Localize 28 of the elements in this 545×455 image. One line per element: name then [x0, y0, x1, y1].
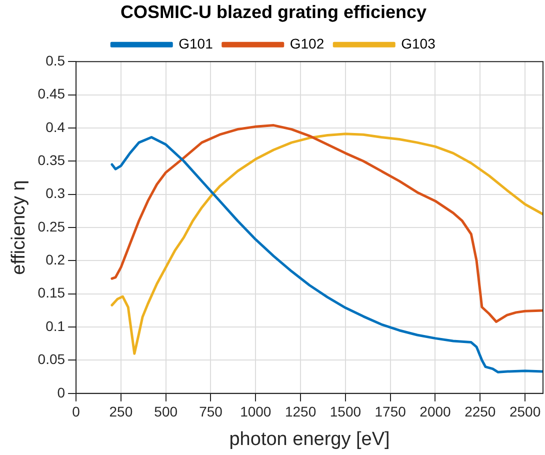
y-tick-label: 0.45 — [38, 86, 66, 102]
x-tick-label: 2250 — [464, 404, 496, 420]
x-tick-label: 2500 — [509, 404, 541, 420]
y-tick-label: 0.2 — [46, 252, 66, 268]
x-axis-title: photon energy [eV] — [229, 428, 390, 450]
y-axis-title: efficiency η — [8, 180, 30, 275]
y-tick-label: 0.1 — [46, 318, 66, 334]
x-tick-label: 250 — [109, 404, 133, 420]
x-tick-label: 750 — [199, 404, 223, 420]
y-tick-label: 0.5 — [46, 52, 66, 68]
x-tick-label: 1500 — [330, 404, 362, 420]
x-tick-label: 1250 — [284, 404, 316, 420]
y-tick-label: 0.35 — [38, 152, 66, 168]
x-tick-label: 1750 — [374, 404, 406, 420]
legend-label: G103 — [401, 35, 436, 52]
y-tick-label: 0.4 — [46, 118, 66, 135]
y-tick-label: 0.3 — [46, 185, 66, 202]
chart-title: COSMIC-U blazed grating efficiency — [120, 2, 427, 22]
y-tick-label: 0 — [57, 384, 66, 400]
x-tick-label: 500 — [154, 404, 178, 420]
y-tick-label: 0.25 — [38, 218, 66, 234]
legend-label: G102 — [290, 35, 324, 52]
x-tick-label: 0 — [72, 404, 80, 420]
legend-label: G101 — [178, 35, 214, 52]
y-tick-label: 0.05 — [38, 351, 66, 368]
x-tick-label: 1000 — [240, 404, 272, 420]
y-tick-label: 0.15 — [38, 284, 66, 301]
x-tick-label: 2000 — [420, 404, 452, 420]
